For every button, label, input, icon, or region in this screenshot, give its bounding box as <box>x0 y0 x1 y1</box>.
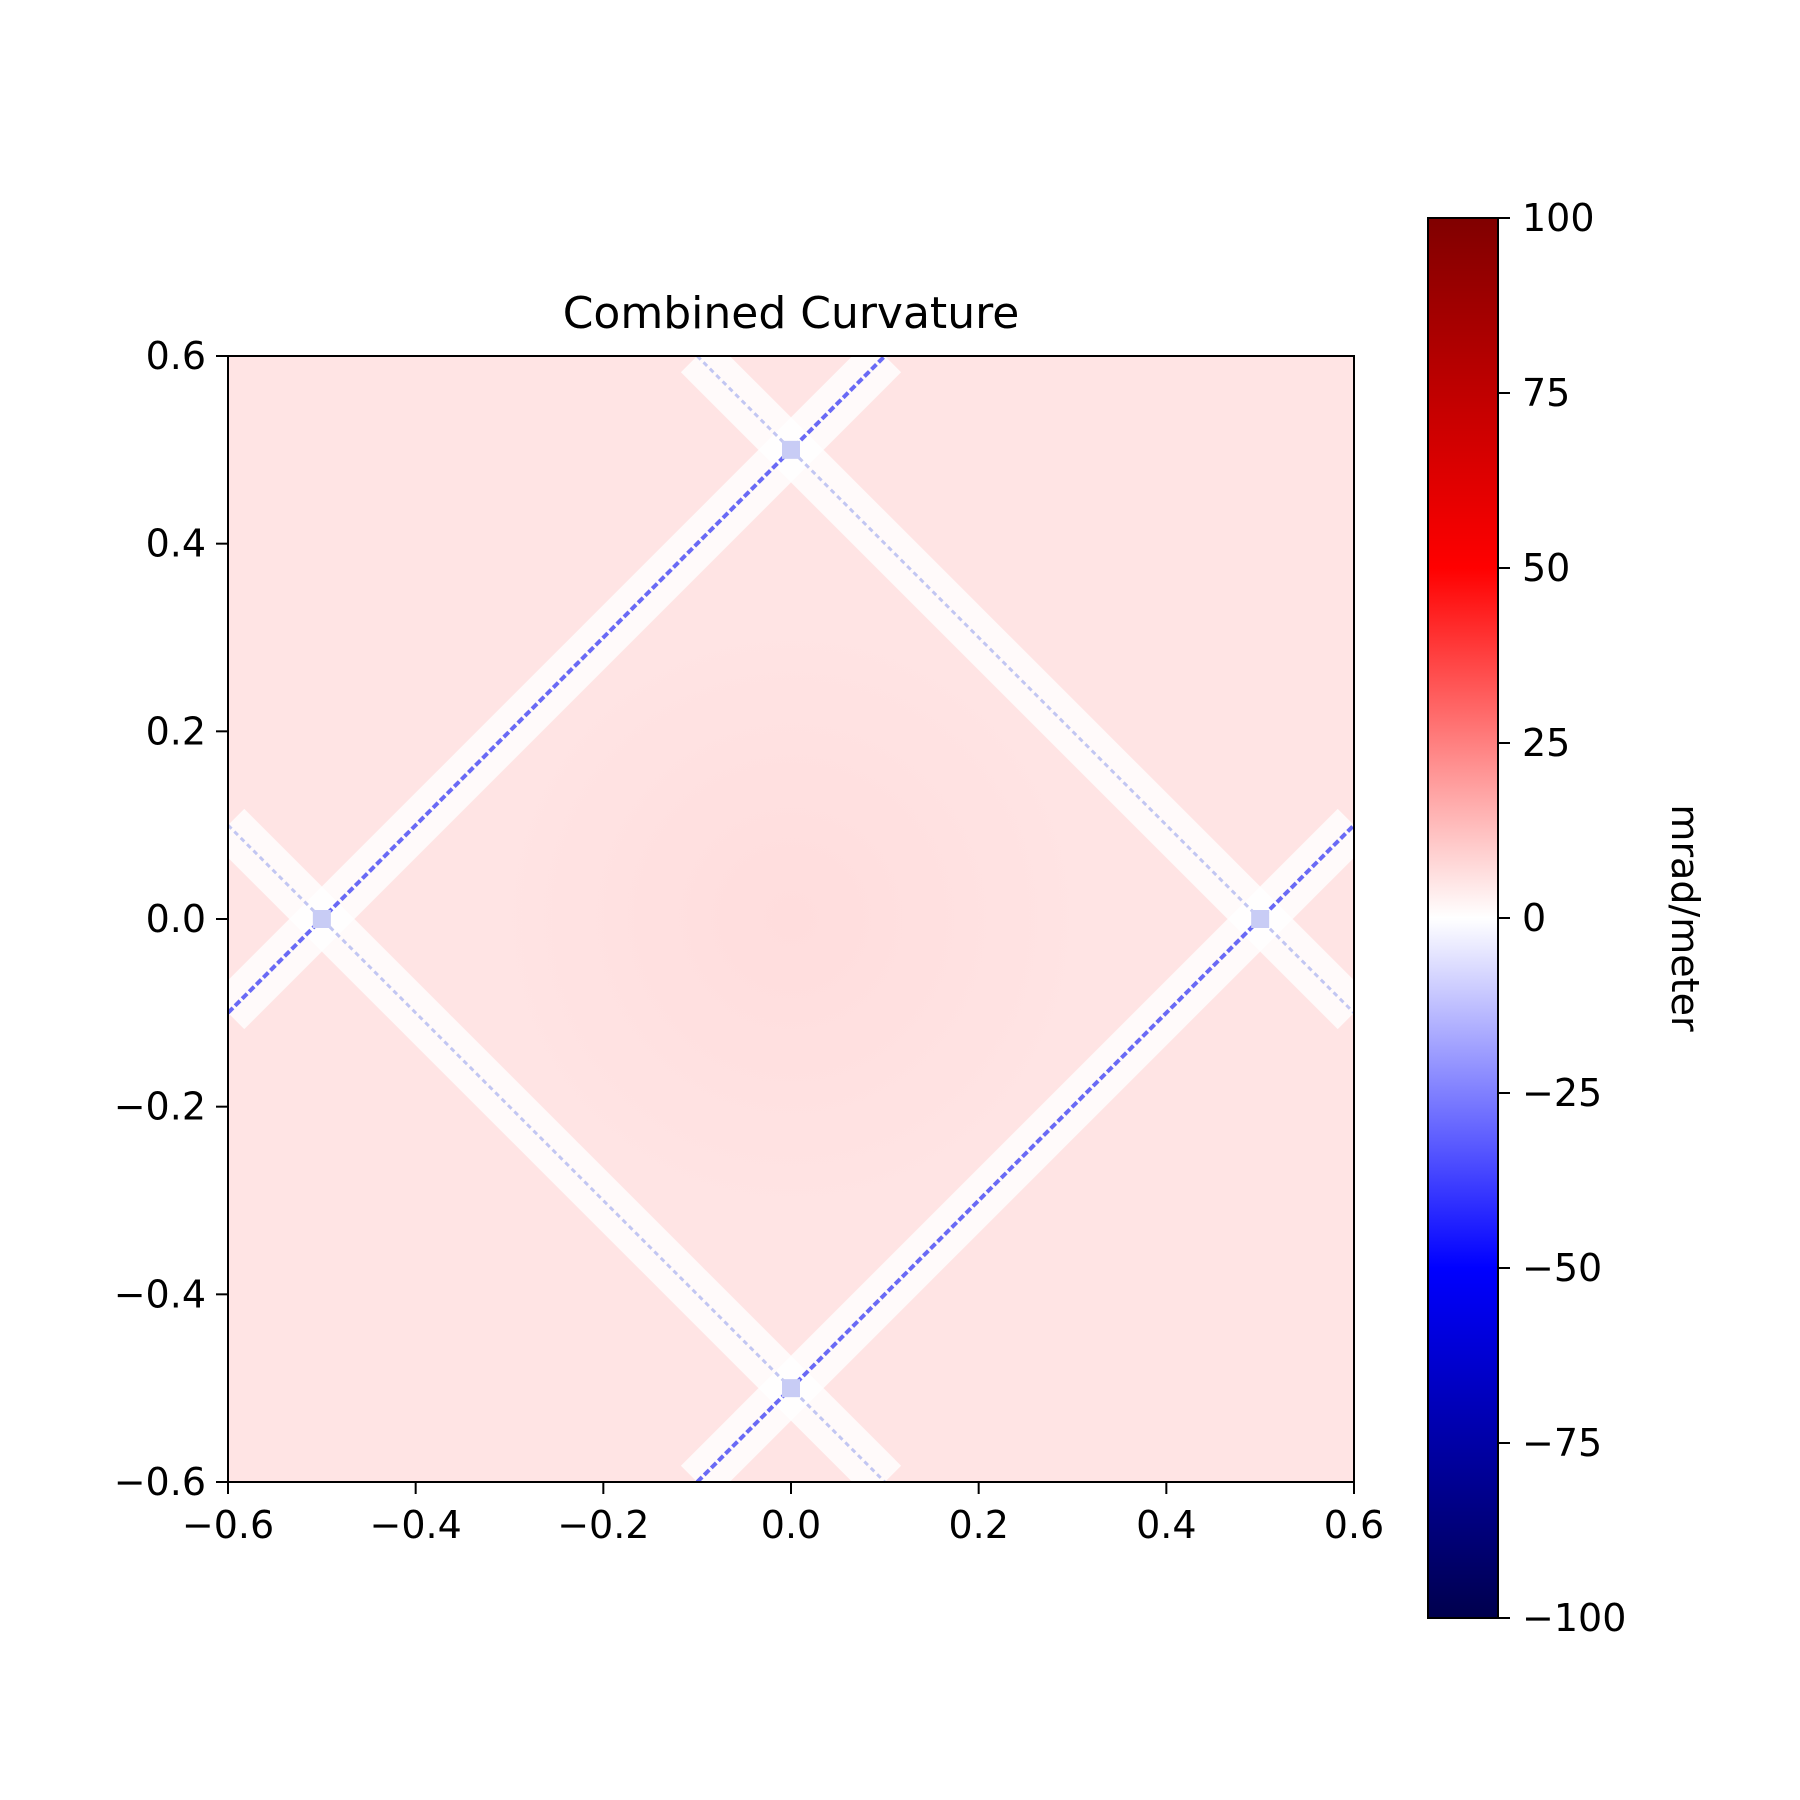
vertex-spot-1 <box>1251 910 1270 928</box>
y-tick-label: −0.6 <box>114 1460 206 1504</box>
x-tick-label: −0.2 <box>557 1503 649 1547</box>
y-tick-label: 0.4 <box>146 522 206 566</box>
y-tick-label: −0.2 <box>114 1085 206 1129</box>
x-tick-label: −0.6 <box>182 1503 274 1547</box>
vertex-spot-3 <box>312 910 331 928</box>
ridge-line-0 <box>228 824 886 1482</box>
vertex-spot-2 <box>782 1379 800 1398</box>
y-axis: −0.6 −0.4 −0.2 0.0 0.2 0.4 0.6 <box>114 334 228 1504</box>
x-tick-label: 0.6 <box>1324 1503 1384 1547</box>
colorbar-ticks: 100 75 50 25 0 −25 −50 −75 −100 <box>1498 196 1626 1640</box>
y-tick-label: 0.2 <box>146 709 206 753</box>
y-tick-label: −0.4 <box>114 1272 206 1316</box>
center-peak <box>491 619 1091 1219</box>
colorbar-tick-label: 0 <box>1522 896 1546 940</box>
colorbar-tick-label: 75 <box>1522 371 1570 415</box>
colorbar-tick-label: 100 <box>1522 196 1595 240</box>
x-tick-label: 0.2 <box>948 1503 1008 1547</box>
ridge-line-1 <box>696 356 1354 1014</box>
vertex-spot-0 <box>782 440 800 459</box>
x-tick-label: 0.4 <box>1136 1503 1196 1547</box>
y-tick-label: 0.6 <box>146 334 206 378</box>
ridge-line-2 <box>228 356 887 1015</box>
ridge-line-3 <box>695 823 1354 1482</box>
colorbar-tick-label: −75 <box>1522 1421 1602 1465</box>
colorbar-tick-label: 50 <box>1522 546 1570 590</box>
colorbar <box>1427 217 1499 1619</box>
chart-title: Combined Curvature <box>563 288 1020 339</box>
colorbar-tick-label: −100 <box>1522 1596 1626 1640</box>
plot-area <box>228 356 1354 1482</box>
colorbar-tick-label: −50 <box>1522 1246 1602 1290</box>
colorbar-tick-label: −25 <box>1522 1071 1602 1115</box>
y-tick-label: 0.0 <box>146 897 206 941</box>
x-tick-label: 0.0 <box>761 1503 821 1547</box>
colorbar-tick-label: 25 <box>1522 721 1570 765</box>
colorbar-label: mrad/meter <box>1663 804 1707 1032</box>
x-tick-label: −0.4 <box>370 1503 462 1547</box>
x-axis: −0.6 −0.4 −0.2 0.0 0.2 0.4 0.6 <box>182 1482 1384 1547</box>
heatmap-layer <box>228 356 1354 1482</box>
